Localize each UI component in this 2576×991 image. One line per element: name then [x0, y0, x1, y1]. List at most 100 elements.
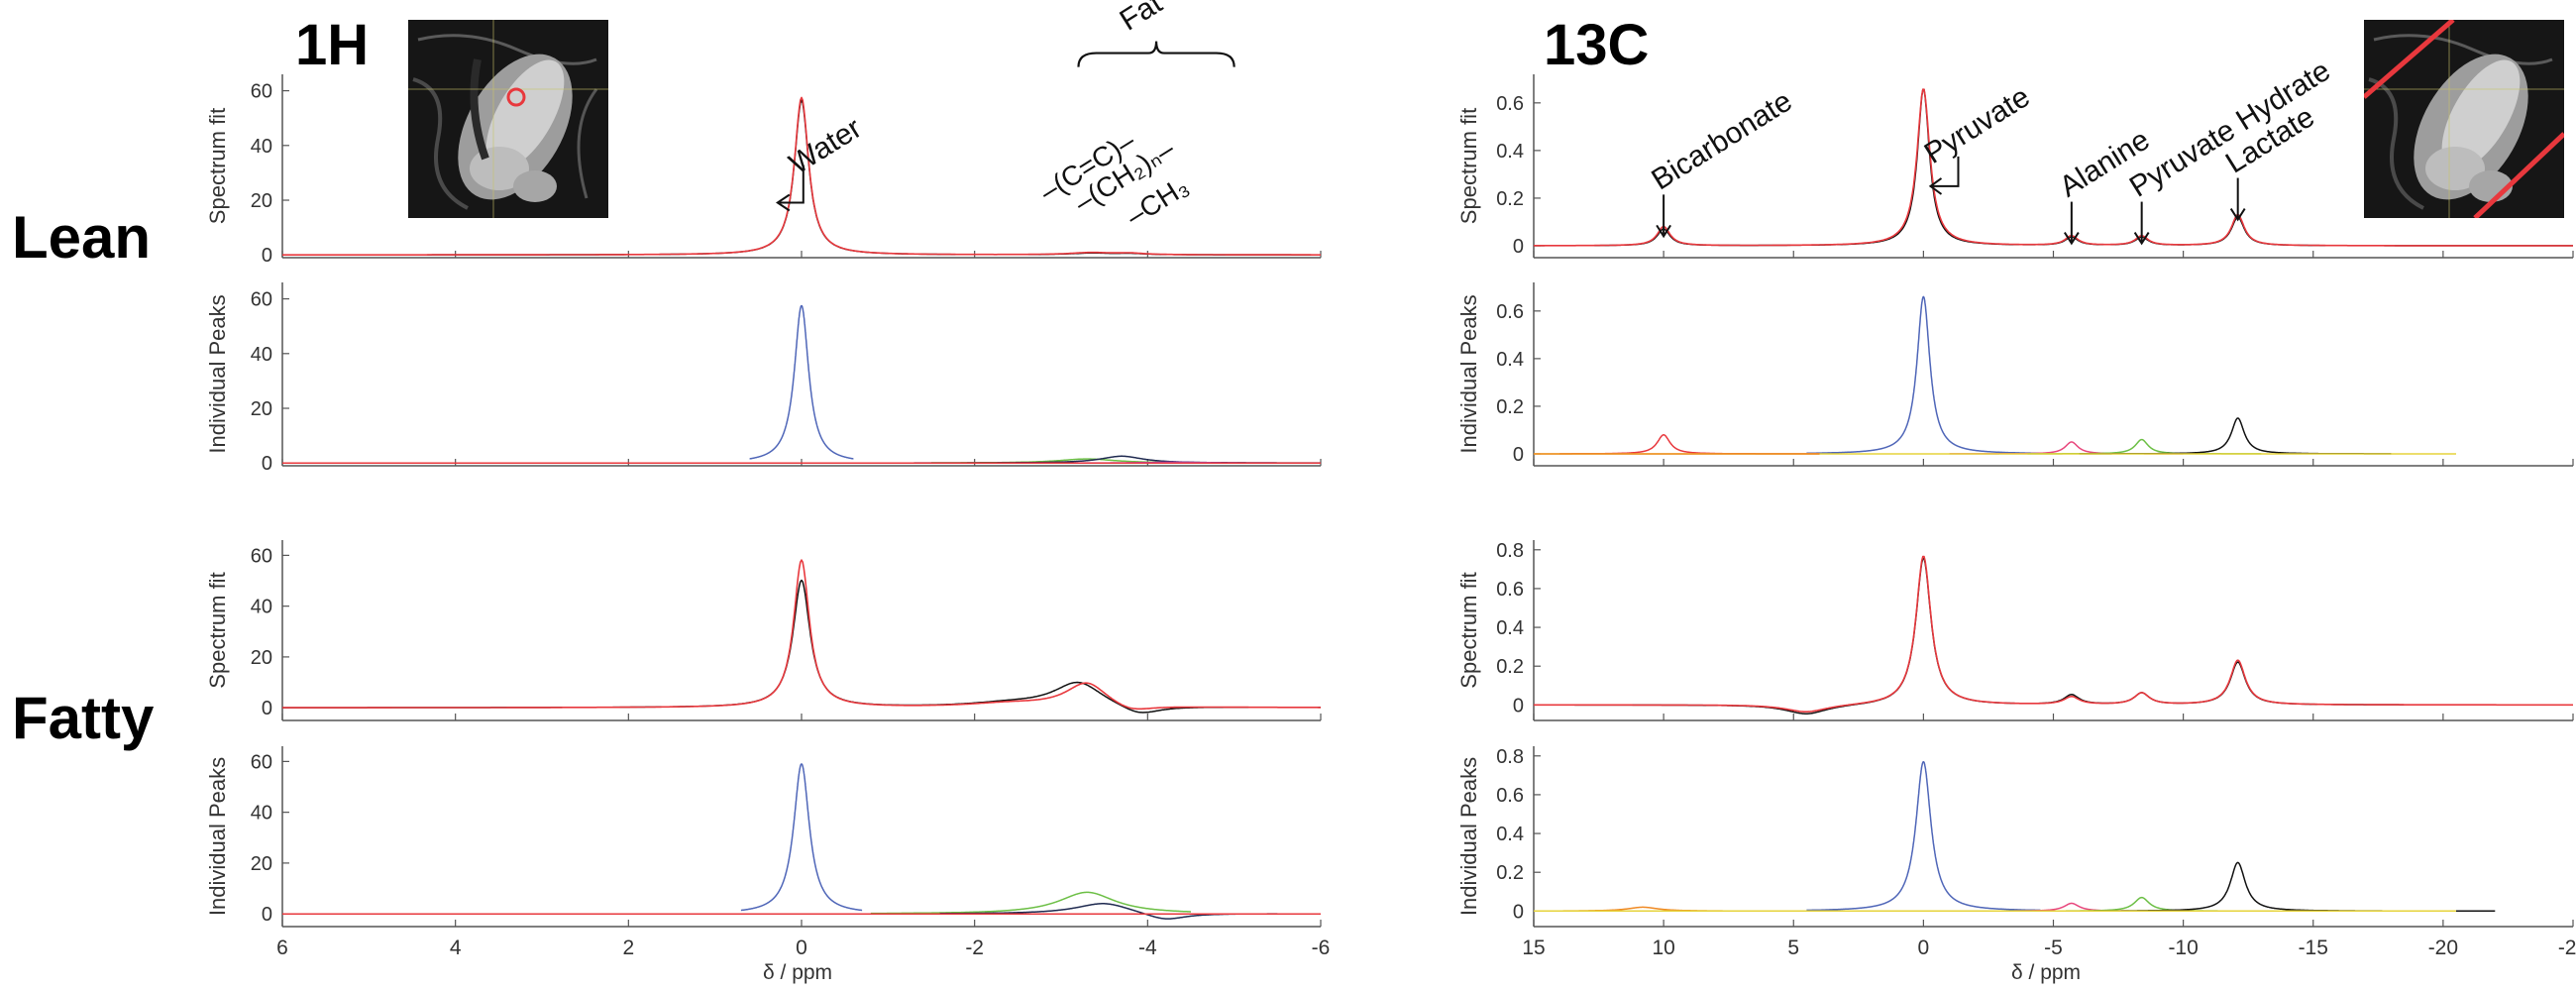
y-tick-label: 20 — [251, 398, 272, 420]
y-tick-label: 0 — [262, 904, 272, 926]
voxel-marker-icon — [506, 87, 526, 107]
series-line-c-c — [870, 891, 1192, 915]
y-tick-label: 40 — [251, 803, 272, 825]
y-tick-label: 40 — [251, 136, 272, 158]
series-line-fit — [1534, 555, 2573, 713]
x-tick-label: -5 — [2044, 936, 2063, 959]
pointer-arrow — [1931, 156, 1960, 187]
y-axis-label: Spectrum fit — [1456, 572, 1481, 688]
column-title-13c: 13C — [1544, 13, 1650, 77]
y-tick-label: 0.2 — [1496, 396, 1524, 418]
x-tick-label: -15 — [2299, 936, 2328, 959]
y-axis-label: Individual Peaks — [1456, 757, 1481, 916]
arrow-head — [1928, 177, 1943, 195]
annotation-water: Water — [784, 112, 867, 181]
y-tick-label: 20 — [251, 853, 272, 875]
y-tick-label: 0.4 — [1496, 349, 1524, 371]
row-label-fatty: Fatty — [12, 685, 155, 751]
y-tick-label: 20 — [251, 647, 272, 669]
y-tick-label: 0.2 — [1496, 188, 1524, 210]
y-tick-label: 0.6 — [1496, 301, 1524, 323]
x-tick-label: -2 — [965, 936, 984, 959]
panel-lean-1h-individual-peaks: 0 20 40 60 Individual Peaks — [205, 282, 1322, 475]
series-line-fit — [282, 559, 1321, 711]
y-tick-label: 0.8 — [1496, 746, 1524, 768]
column-title-1h: 1H — [295, 13, 370, 77]
series-line-pyruvate — [1805, 295, 2041, 455]
y-axis-label: Spectrum fit — [1456, 108, 1481, 224]
panel-lean-13c-individual-peaks: 0 0.2 0.4 0.6 Individual Peaks — [1456, 282, 2574, 467]
mri-thumbnail-13c — [2364, 20, 2564, 218]
annotation-bicarbonate: Bicarbonate — [1646, 84, 1797, 196]
y-tick-label: 40 — [251, 344, 272, 366]
arrow-head — [1656, 224, 1671, 239]
series-line-measured — [1534, 557, 2573, 715]
y-axis-label: Individual Peaks — [205, 757, 230, 916]
y-tick-label: 0.6 — [1496, 785, 1524, 807]
series-line-lactate — [2079, 417, 2392, 455]
x-tick-label: 0 — [796, 936, 807, 959]
y-tick-label: 60 — [251, 545, 272, 567]
y-tick-label: 0 — [1513, 444, 1524, 466]
y-tick-label: 60 — [251, 751, 272, 773]
x-tick-label: -25 — [2558, 936, 2576, 959]
y-tick-label: 0 — [1513, 236, 1524, 258]
mri-thumbnail-1h — [408, 20, 608, 218]
y-tick-label: 0.2 — [1496, 862, 1524, 884]
series-line-pyruvate — [1805, 760, 2041, 912]
fat-brace — [1077, 41, 1235, 67]
y-tick-label: 40 — [251, 597, 272, 618]
panel-fatty-1h-spectrum-fit: 0 20 40 60 Spectrum fit — [205, 540, 1322, 721]
series-line-water — [748, 304, 855, 460]
panel-fatty-13c-individual-peaks: 0 0.2 0.4 0.6 0.8 15 10 5 0 -5 -10 -15 -20 -25 Individ… — [1456, 746, 2576, 959]
y-tick-label: 0.4 — [1496, 141, 1524, 163]
x-tick-label: 6 — [276, 936, 288, 959]
y-tick-label: 60 — [251, 81, 272, 103]
y-tick-label: 0 — [262, 245, 272, 267]
series-line-water — [740, 763, 863, 912]
series-line-lactate — [2040, 861, 2496, 913]
arrow-head — [2064, 232, 2080, 246]
annotation-fat: Fat — [1115, 0, 1169, 38]
x-tick-label: 10 — [1652, 936, 1674, 959]
x-axis-label-1h: δ / ppm — [763, 961, 833, 984]
y-axis-label: Spectrum fit — [205, 108, 230, 224]
x-tick-label: -6 — [1312, 936, 1331, 959]
series-line-measured — [282, 579, 1321, 714]
panel-fatty-13c-spectrum-fit: 0 0.2 0.4 0.6 0.8 Spectrum fit — [1456, 540, 2574, 721]
row-label-lean: Lean — [12, 204, 152, 271]
y-tick-label: 0 — [262, 453, 272, 475]
y-tick-label: 20 — [251, 190, 272, 212]
series-line-bicarbonate — [1558, 434, 1820, 455]
x-tick-label: 5 — [1787, 936, 1799, 959]
y-tick-label: 0.4 — [1496, 617, 1524, 639]
y-axis-label: Individual Peaks — [205, 294, 230, 453]
y-tick-label: 0.4 — [1496, 824, 1524, 845]
series-line-pyruvate-hydrate — [2026, 896, 2262, 913]
y-tick-label: 0.6 — [1496, 579, 1524, 601]
y-axis-label: Individual Peaks — [1456, 294, 1481, 453]
y-tick-label: 60 — [251, 289, 272, 311]
annotation-pyruvate: Pyruvate — [1919, 80, 2036, 170]
y-tick-label: 0 — [1513, 901, 1524, 923]
x-tick-label: -4 — [1138, 936, 1157, 959]
series-line-fit — [1534, 88, 2573, 247]
arrow-head — [2133, 232, 2150, 246]
y-tick-label: 0.6 — [1496, 93, 1524, 115]
x-axis-label-13c: δ / ppm — [2011, 961, 2082, 984]
y-tick-label: 0 — [262, 698, 272, 719]
x-tick-label: -20 — [2428, 936, 2458, 959]
arrow-head — [2229, 208, 2246, 222]
y-tick-label: 0.2 — [1496, 656, 1524, 678]
x-tick-label: 15 — [1522, 936, 1545, 959]
y-tick-label: 0.8 — [1496, 540, 1524, 562]
x-tick-label: 4 — [450, 936, 462, 959]
y-tick-label: 0 — [1513, 695, 1524, 716]
x-tick-label: -10 — [2168, 936, 2198, 959]
x-tick-label: 0 — [1918, 936, 1930, 959]
arrow-head — [775, 193, 791, 212]
slice-line-lower — [2473, 132, 2564, 218]
